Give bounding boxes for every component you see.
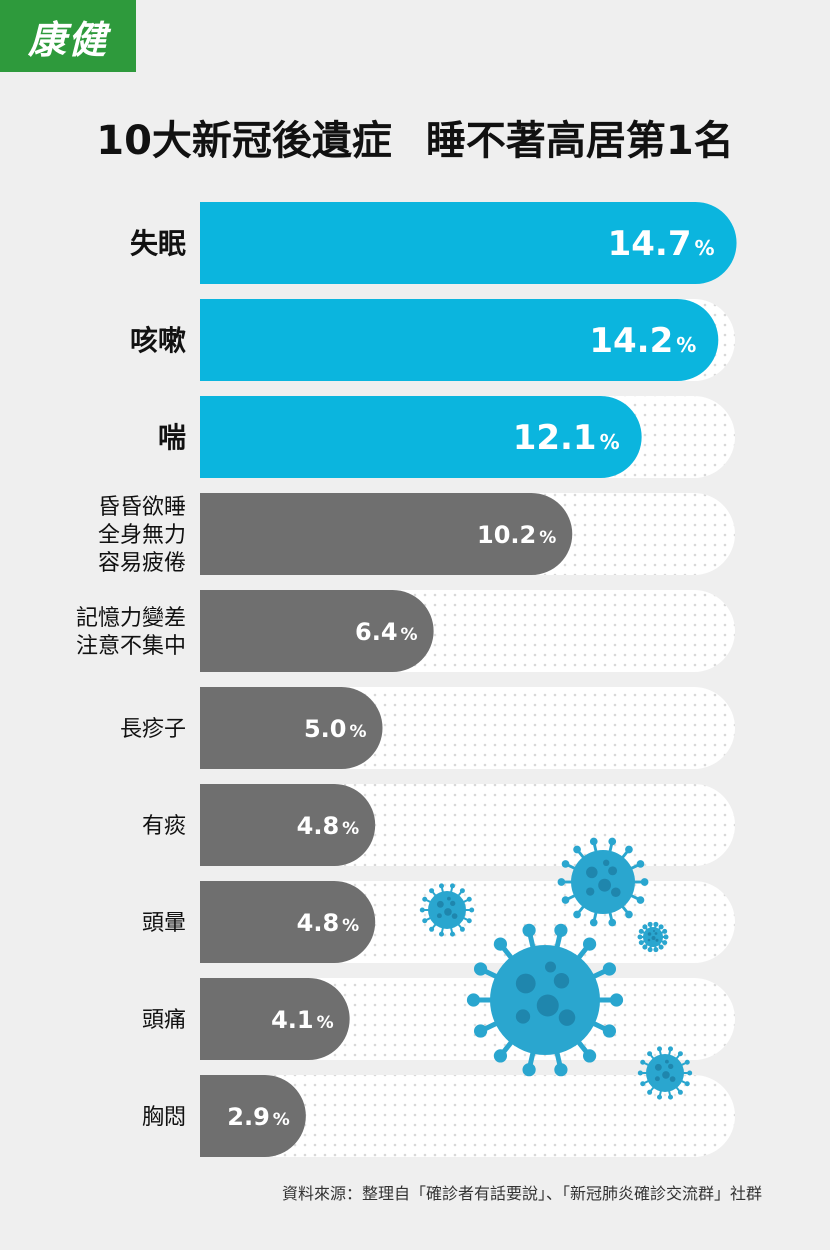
bar-value-label: 2.9%	[227, 1103, 290, 1131]
virus-icon	[637, 1046, 693, 1100]
chart-title: 10大新冠後遺症 睡不著高居第1名	[0, 108, 830, 166]
bar	[200, 978, 350, 1060]
category-label: 昏昏欲睡全身無力容易疲倦	[98, 495, 186, 576]
category-label: 失眠	[130, 227, 186, 260]
bar	[200, 784, 376, 866]
bar-value-label: 4.8%	[297, 909, 360, 937]
category-label: 咳嗽	[130, 324, 186, 357]
brand-logo: 康健	[0, 0, 136, 72]
bar-value-label: 12.1%	[513, 418, 620, 458]
data-source: 資料來源：整理自「確診者有話要說」、「新冠肺炎確診交流群」社群	[281, 1184, 762, 1203]
bar	[200, 299, 719, 381]
category-label: 頭暈	[142, 911, 186, 936]
category-label: 記憶力變差注意不集中	[76, 606, 186, 659]
virus-icon	[419, 883, 475, 937]
virus-icon	[637, 921, 669, 953]
bar	[200, 396, 642, 478]
bar	[200, 1075, 306, 1157]
category-label: 喘	[158, 421, 186, 454]
bar-value-label: 5.0%	[304, 715, 367, 743]
bar	[200, 493, 573, 575]
category-label: 有痰	[142, 814, 186, 839]
virus-icon	[466, 923, 624, 1077]
bar-track-dots	[200, 1075, 735, 1157]
bar-value-label: 4.8%	[297, 812, 360, 840]
bar-value-label: 14.2%	[589, 321, 696, 361]
bar	[200, 881, 376, 963]
bar	[200, 590, 434, 672]
bar-value-label: 6.4%	[355, 618, 418, 646]
title-part2: 睡不著高居第1名	[425, 118, 734, 164]
title-part1: 10大新冠後遺症	[96, 118, 392, 164]
category-label: 長疹子	[120, 717, 186, 742]
category-label: 頭痛	[142, 1008, 186, 1033]
bar-value-label: 10.2%	[477, 521, 556, 549]
bar	[200, 202, 737, 284]
category-label: 胸悶	[142, 1105, 186, 1130]
bar	[200, 687, 383, 769]
bar-value-label: 14.7%	[608, 224, 715, 264]
bar-value-label: 4.1%	[271, 1006, 334, 1034]
virus-icon	[557, 837, 649, 927]
